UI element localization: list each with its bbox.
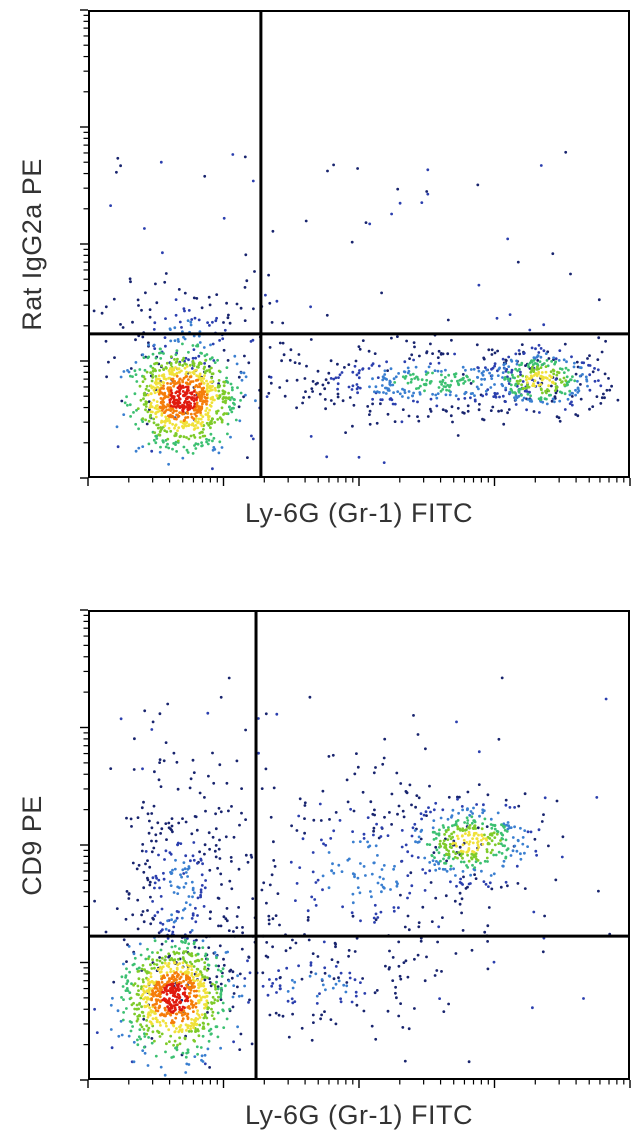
scatter-plot-bottom [80,609,631,1088]
x-axis-label-bottom: Ly-6G (Gr-1) FITC [245,1100,473,1130]
y-axis-label-text-bottom: CD9 PE [16,794,47,896]
y-axis-label-text-top: Rat IgG2a PE [16,157,47,331]
y-axis-label-top: Rat IgG2a PE [8,10,56,478]
y-axis-label-bottom: CD9 PE [8,610,56,1080]
scatter-plot-top [80,9,631,486]
x-axis-label-top: Ly-6G (Gr-1) FITC [245,498,473,528]
